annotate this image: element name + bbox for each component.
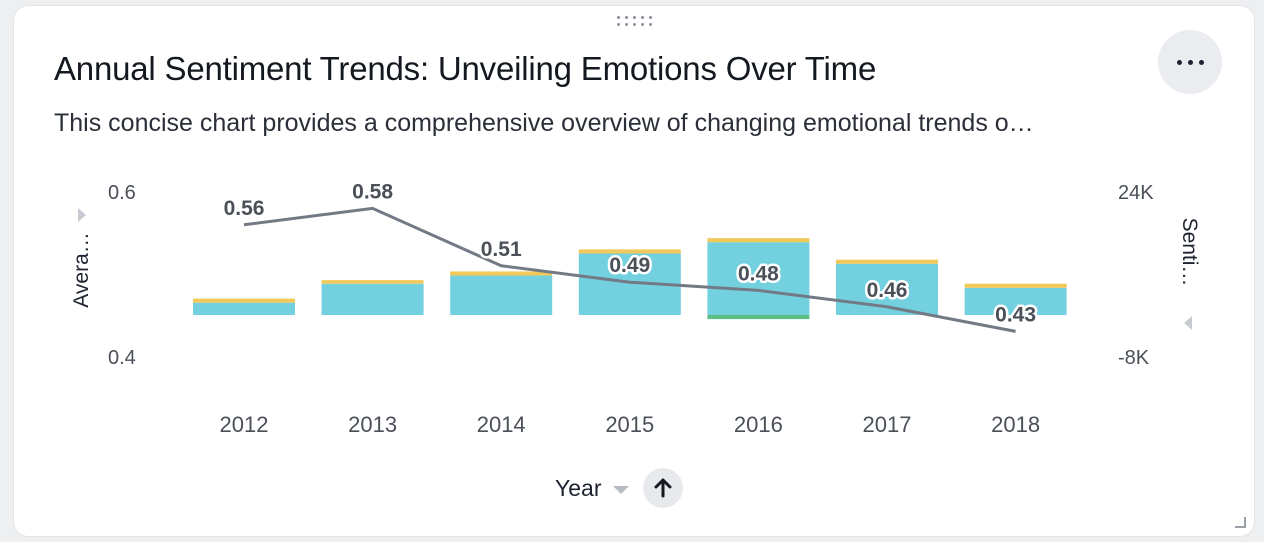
x-tick-2017: 2017 xyxy=(863,412,912,437)
line-data-label-2015: 0.49 xyxy=(609,254,650,277)
x-ticks-layer: 2012 2013 2014 2015 2016 2017 2018 xyxy=(220,412,1041,437)
bar-2013-segment-0[interactable] xyxy=(321,283,424,315)
chevron-down-icon[interactable] xyxy=(613,486,630,494)
x-tick-2016: 2016 xyxy=(734,412,783,437)
more-horizontal-icon xyxy=(1176,59,1182,65)
x-tick-2014: 2014 xyxy=(477,412,526,437)
line-data-label-2016: 0.48 xyxy=(738,262,779,285)
bar-2018-segment-0[interactable] xyxy=(964,287,1067,315)
sort-ascending-button[interactable] xyxy=(643,468,684,508)
bar-2016-segment-1[interactable] xyxy=(707,238,810,243)
bars-layer xyxy=(193,238,1067,320)
line-data-label-2017: 0.46 xyxy=(867,279,908,302)
line-data-label-2014: 0.51 xyxy=(481,238,522,261)
bar-2013-segment-1[interactable] xyxy=(321,280,424,284)
arrow-up-icon xyxy=(654,478,672,498)
y-right-tick-bottom: -8K xyxy=(1118,347,1150,369)
bar-2012-segment-1[interactable] xyxy=(193,298,295,303)
x-tick-2012: 2012 xyxy=(220,412,269,437)
resize-handle-icon[interactable] xyxy=(1235,517,1246,528)
bar-2016-segment-0[interactable] xyxy=(707,242,810,315)
line-data-label-2013: 0.58 xyxy=(352,180,393,203)
y-right-axis-title[interactable]: Senti… xyxy=(1178,218,1201,287)
labels-layer: 0.56 0.58 0.51 0.49 0.48 0.46 0.43 xyxy=(221,178,1038,329)
line-layer xyxy=(243,206,1016,333)
y-right-expand-icon[interactable] xyxy=(1184,316,1192,330)
chart-title: Annual Sentiment Trends: Unveiling Emoti… xyxy=(54,50,877,87)
y-left-tick-bottom: 0.4 xyxy=(108,347,136,369)
x-axis-control: Year xyxy=(555,468,684,508)
bar-2014-segment-1[interactable] xyxy=(450,271,553,276)
drag-handle-icon[interactable] xyxy=(617,12,652,30)
x-tick-2015: 2015 xyxy=(605,412,654,437)
x-tick-2013: 2013 xyxy=(348,412,397,437)
y-left-expand-icon[interactable] xyxy=(78,208,86,222)
y-right-tick-top: 24K xyxy=(1118,182,1154,204)
average-line[interactable] xyxy=(243,206,1016,333)
line-data-label-2012: 0.56 xyxy=(224,197,265,220)
bar-2012-segment-0[interactable] xyxy=(193,302,295,315)
bar-2017-segment-1[interactable] xyxy=(836,259,938,264)
more-options-button[interactable] xyxy=(1158,30,1222,94)
y-left-axis-title[interactable]: Avera… xyxy=(70,232,93,307)
bar-2014-segment-0[interactable] xyxy=(450,275,553,315)
x-axis-title[interactable]: Year xyxy=(555,474,602,501)
bar-2018-segment-1[interactable] xyxy=(964,283,1067,288)
bar-2016-segment-2[interactable] xyxy=(707,315,810,320)
line-data-label-2018: 0.43 xyxy=(995,303,1036,326)
x-tick-2018: 2018 xyxy=(991,412,1040,437)
bar-2015-segment-1[interactable] xyxy=(578,249,681,254)
y-left-tick-top: 0.6 xyxy=(108,182,136,204)
